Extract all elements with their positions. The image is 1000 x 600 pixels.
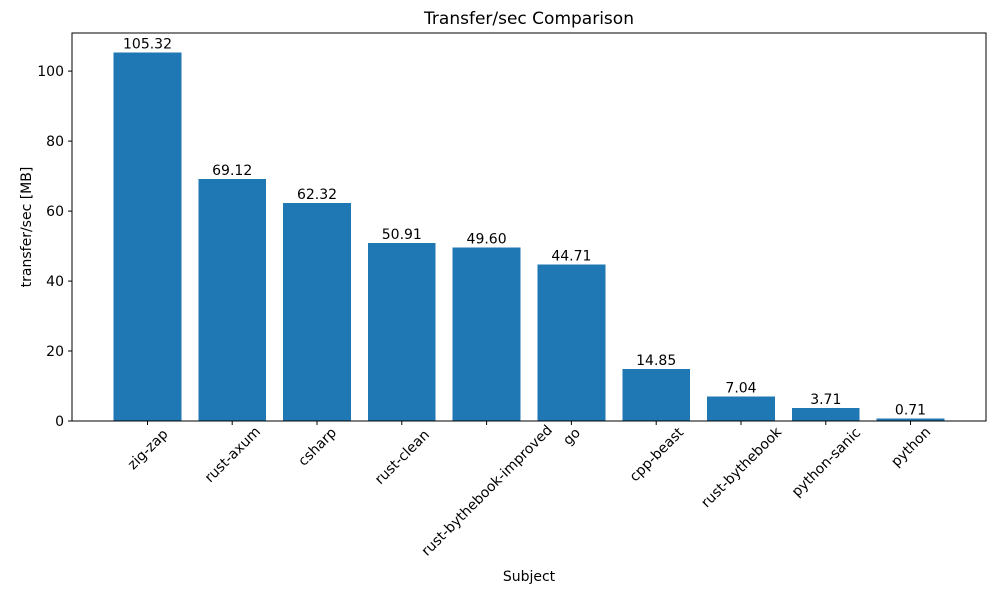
- x-tick-label: python-sanic: [789, 425, 864, 500]
- bar-value-label: 0.71: [895, 403, 926, 419]
- y-tick-label: 60: [46, 204, 64, 220]
- y-tick-label: 80: [46, 134, 64, 150]
- x-tick-label: go: [560, 425, 584, 449]
- x-tick-label: python: [888, 424, 934, 470]
- x-tick-label: rust-bythebook-improved: [419, 422, 556, 559]
- bar-cpp-beast: [622, 369, 691, 421]
- bar-value-label: 14.85: [636, 353, 676, 369]
- bar-value-label: 44.71: [551, 249, 591, 265]
- y-tick-label: 20: [46, 344, 64, 360]
- bar-python-sanic: [791, 408, 860, 421]
- plot-area-border: [71, 32, 987, 422]
- bar-zig-zap: [113, 52, 182, 421]
- x-tick-label: csharp: [295, 425, 340, 470]
- bar-csharp: [283, 203, 351, 421]
- x-tick-label: cpp-beast: [627, 424, 688, 485]
- bar-rust-clean: [367, 242, 436, 421]
- bar-value-label: 49.60: [467, 232, 507, 248]
- bar-rust-bythebook-improved: [452, 247, 521, 421]
- bar-rust-axum: [198, 179, 267, 421]
- bar-python: [876, 418, 945, 421]
- bar-value-label: 3.71: [810, 392, 841, 408]
- bar-rust-bythebook: [707, 396, 775, 421]
- bar-go: [537, 264, 606, 421]
- bar-value-label: 69.12: [212, 163, 252, 179]
- bar-value-label: 50.91: [382, 227, 422, 243]
- bar-value-label: 7.04: [725, 380, 756, 396]
- x-tick-label: zig-zap: [125, 426, 172, 473]
- y-tick-label: 100: [37, 64, 64, 80]
- y-tick-label: 40: [46, 274, 64, 290]
- x-axis-label: Subject: [502, 569, 556, 585]
- x-tick-label: rust-clean: [372, 427, 433, 488]
- x-tick-label: rust-axum: [202, 424, 264, 486]
- y-tick-label: 0: [55, 414, 64, 430]
- bar-value-label: 62.32: [297, 187, 337, 203]
- bar-value-label: 105.32: [123, 37, 172, 53]
- x-tick-label: rust-bythebook: [698, 424, 785, 511]
- chart-title: Transfer/sec Comparison: [424, 9, 634, 29]
